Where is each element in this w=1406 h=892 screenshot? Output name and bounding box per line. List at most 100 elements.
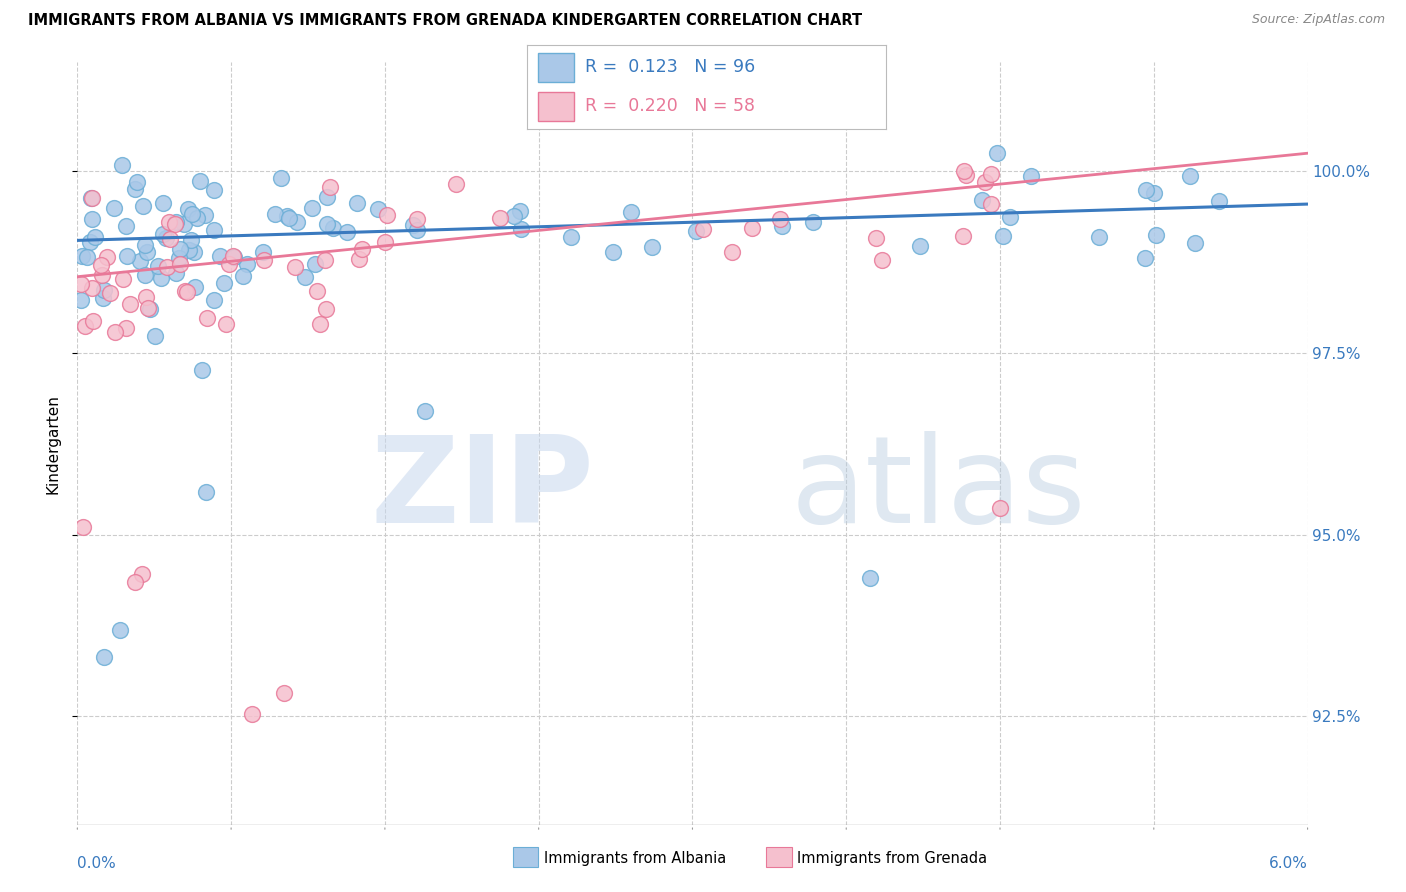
Point	[685, 224, 707, 238]
Point	[132, 199, 155, 213]
FancyBboxPatch shape	[538, 92, 574, 120]
Point	[155, 231, 177, 245]
Point	[180, 233, 202, 247]
Point	[309, 317, 332, 331]
FancyBboxPatch shape	[538, 54, 574, 82]
Point	[104, 325, 127, 339]
Point	[208, 248, 231, 262]
Point	[72, 520, 94, 534]
Point	[165, 266, 187, 280]
Point	[103, 201, 125, 215]
Point	[197, 311, 219, 326]
Point	[741, 220, 763, 235]
Point	[346, 196, 368, 211]
Point	[315, 301, 337, 316]
Point	[285, 215, 308, 229]
Point	[980, 197, 1002, 211]
Point	[488, 211, 510, 225]
Point	[212, 277, 235, 291]
Point	[70, 293, 93, 308]
Point	[134, 268, 156, 282]
Point	[402, 218, 425, 232]
Point	[301, 201, 323, 215]
Point	[276, 209, 298, 223]
Point	[136, 301, 159, 315]
Point	[319, 180, 342, 194]
Point	[173, 217, 195, 231]
Point	[307, 284, 329, 298]
Point	[908, 239, 931, 253]
Point	[232, 269, 254, 284]
Point	[955, 168, 977, 182]
Point	[124, 182, 146, 196]
Point	[114, 219, 136, 234]
Point	[509, 222, 531, 236]
Point	[169, 257, 191, 271]
Point	[91, 291, 114, 305]
Point	[93, 650, 115, 665]
Point	[152, 196, 174, 211]
Point	[186, 211, 208, 226]
Point	[98, 285, 121, 300]
Point	[972, 194, 994, 208]
Point	[124, 575, 146, 590]
Text: 0.0%: 0.0%	[77, 855, 117, 871]
Point	[952, 164, 974, 178]
Point	[202, 222, 225, 236]
Point	[157, 215, 180, 229]
Point	[214, 317, 236, 331]
Point	[322, 220, 344, 235]
Point	[183, 244, 205, 259]
Point	[118, 297, 141, 311]
Point	[374, 235, 396, 249]
Point	[350, 242, 373, 256]
Point	[79, 235, 101, 250]
Point	[91, 268, 114, 283]
Point	[870, 252, 893, 267]
Point	[152, 227, 174, 241]
Point	[264, 207, 287, 221]
Point	[165, 214, 187, 228]
Point	[273, 686, 295, 700]
Point	[96, 251, 118, 265]
Point	[253, 252, 276, 267]
Point	[218, 256, 240, 270]
Point	[560, 230, 582, 244]
Point	[156, 260, 179, 274]
Point	[314, 252, 336, 267]
Point	[503, 209, 526, 223]
Point	[859, 571, 882, 585]
Text: Immigrants from Albania: Immigrants from Albania	[544, 852, 727, 866]
Point	[163, 217, 186, 231]
Text: 6.0%: 6.0%	[1268, 855, 1308, 871]
Point	[315, 217, 337, 231]
Point	[202, 183, 225, 197]
Point	[1208, 194, 1230, 208]
Point	[80, 211, 103, 226]
Point	[129, 253, 152, 268]
Point	[135, 290, 157, 304]
Point	[84, 230, 107, 244]
Point	[93, 284, 115, 298]
Point	[177, 243, 200, 257]
Point	[304, 257, 326, 271]
Point	[640, 240, 662, 254]
Point	[769, 212, 792, 227]
Point	[134, 237, 156, 252]
Point	[770, 219, 793, 233]
Point	[988, 501, 1011, 516]
Point	[80, 281, 103, 295]
Point	[194, 208, 217, 222]
Point	[176, 285, 198, 299]
Point	[294, 270, 316, 285]
Point	[73, 319, 96, 334]
Text: IMMIGRANTS FROM ALBANIA VS IMMIGRANTS FROM GRENADA KINDERGARTEN CORRELATION CHAR: IMMIGRANTS FROM ALBANIA VS IMMIGRANTS FR…	[28, 13, 862, 29]
Point	[235, 257, 257, 271]
Point	[405, 212, 427, 227]
Point	[131, 566, 153, 581]
Y-axis label: Kindergarten: Kindergarten	[45, 394, 60, 493]
Point	[108, 623, 131, 637]
Point	[167, 251, 190, 265]
Point	[138, 302, 160, 317]
Point	[801, 215, 824, 229]
